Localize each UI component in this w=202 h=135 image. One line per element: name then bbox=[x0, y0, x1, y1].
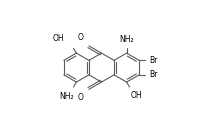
Text: O: O bbox=[77, 93, 83, 102]
Text: Br: Br bbox=[148, 70, 157, 79]
Text: O: O bbox=[77, 33, 83, 42]
Text: OH: OH bbox=[52, 34, 63, 43]
Text: OH: OH bbox=[129, 91, 141, 100]
Text: NH₂: NH₂ bbox=[119, 35, 133, 44]
Text: NH₂: NH₂ bbox=[59, 92, 74, 101]
Text: Br: Br bbox=[148, 56, 157, 65]
